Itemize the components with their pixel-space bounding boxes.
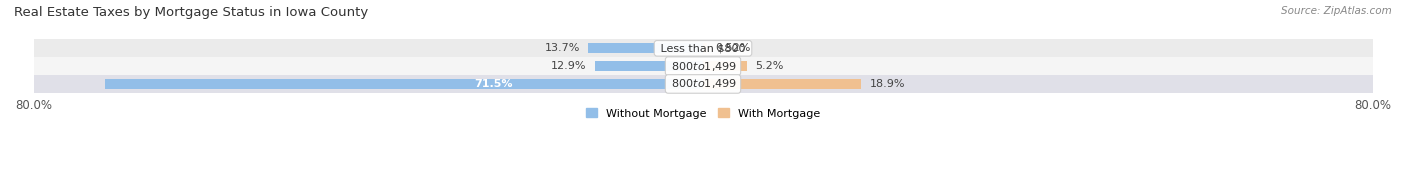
Text: 12.9%: 12.9% xyxy=(551,61,586,71)
Legend: Without Mortgage, With Mortgage: Without Mortgage, With Mortgage xyxy=(586,108,820,119)
Text: $800 to $1,499: $800 to $1,499 xyxy=(668,77,738,90)
Bar xyxy=(703,61,747,71)
Text: Less than $800: Less than $800 xyxy=(657,43,749,53)
Text: Source: ZipAtlas.com: Source: ZipAtlas.com xyxy=(1281,6,1392,16)
Bar xyxy=(104,79,703,89)
Bar xyxy=(34,39,1372,57)
Text: $800 to $1,499: $800 to $1,499 xyxy=(668,60,738,73)
Bar xyxy=(34,75,1372,93)
Text: 18.9%: 18.9% xyxy=(869,79,905,89)
Text: 0.52%: 0.52% xyxy=(716,43,751,53)
Text: 5.2%: 5.2% xyxy=(755,61,783,71)
Bar xyxy=(588,43,703,54)
Bar xyxy=(34,57,1372,75)
Text: 13.7%: 13.7% xyxy=(544,43,581,53)
Bar xyxy=(595,61,703,71)
Text: Real Estate Taxes by Mortgage Status in Iowa County: Real Estate Taxes by Mortgage Status in … xyxy=(14,6,368,19)
Bar xyxy=(703,43,707,54)
Bar xyxy=(703,79,860,89)
Text: 71.5%: 71.5% xyxy=(474,79,513,89)
